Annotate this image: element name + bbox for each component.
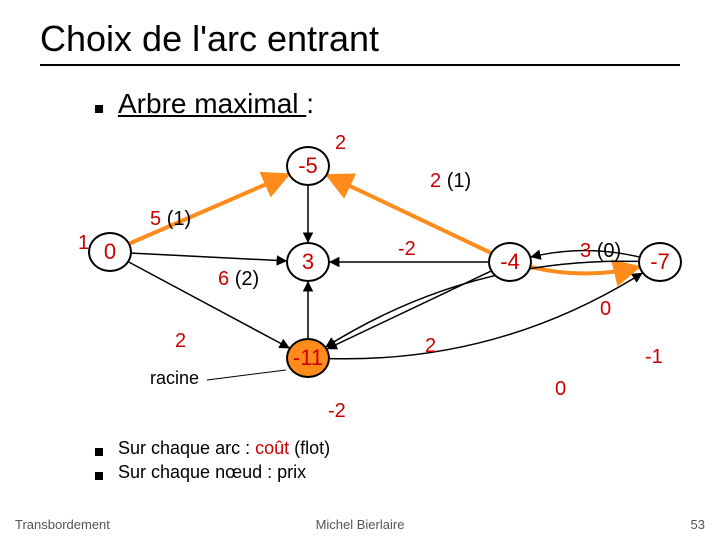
- bullet-icon: [95, 448, 103, 456]
- bullet-icon: [95, 472, 103, 480]
- footnote-node: Sur chaque nœud : prix: [118, 462, 306, 483]
- racine-label: racine: [150, 368, 199, 389]
- title-underline: [40, 64, 680, 66]
- edge-label-9: 0: [600, 298, 611, 321]
- bullet-icon: [95, 105, 103, 113]
- node-n3: 3: [286, 242, 330, 282]
- edge-label-5: -2: [398, 238, 416, 261]
- edge-label-4: 2 (1): [430, 170, 471, 193]
- subtitle: Arbre maximal :: [118, 88, 314, 120]
- edge-label-7: 2: [425, 335, 436, 358]
- edge-label-3: 2: [335, 132, 346, 155]
- footer-center: Michel Bierlaire: [0, 517, 720, 532]
- node-n2: -5: [286, 146, 330, 186]
- edge-label-11: 0: [555, 378, 566, 401]
- node-n5: -4: [488, 242, 532, 282]
- node-n6: -7: [638, 242, 682, 282]
- edge-label-10: -1: [645, 346, 663, 369]
- edge-label-6: -2: [328, 400, 346, 423]
- node-n4: -11: [286, 338, 330, 378]
- edge-label-0: 5 (1): [150, 208, 191, 231]
- edge-label-8: 3 (0): [580, 240, 621, 263]
- node-price-1: 1: [78, 232, 89, 255]
- edge-label-1: 6 (2): [218, 268, 259, 291]
- footer-right: 53: [691, 517, 705, 532]
- node-n1: 0: [88, 232, 132, 272]
- edge-label-2: 2: [175, 330, 186, 353]
- footnote-arc: Sur chaque arc : coût (flot): [118, 438, 330, 459]
- slide-title: Choix de l'arc entrant: [40, 18, 379, 60]
